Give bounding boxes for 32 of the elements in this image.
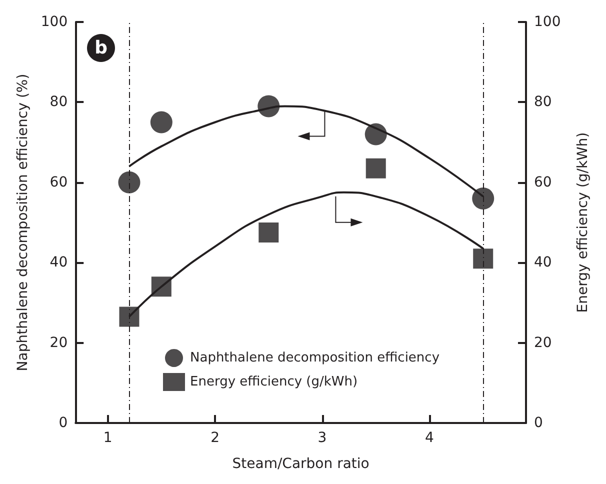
- x-tick-label: 3: [318, 430, 327, 446]
- x-tick-label: 4: [425, 430, 434, 446]
- point: [473, 248, 494, 269]
- y2-tick-label: 100: [534, 14, 561, 30]
- y2-tick-label: 40: [534, 254, 552, 271]
- point: [472, 187, 494, 210]
- point: [364, 123, 387, 146]
- y2-axis-title: Energy efficiency (g/kWh): [575, 132, 591, 313]
- legend-label: Energy efficiency (g/kWh): [190, 374, 358, 390]
- y-tick-label: 80: [50, 94, 68, 110]
- y-tick-label: 0: [58, 415, 68, 431]
- point: [150, 111, 172, 134]
- point: [366, 158, 386, 178]
- y-tick-label: 60: [50, 174, 68, 190]
- point: [258, 222, 279, 243]
- annotation: b: [94, 38, 108, 58]
- x-tick-label: 2: [210, 430, 220, 446]
- y2-tick-label: 60: [534, 174, 552, 190]
- y-tick-label: 20: [50, 334, 68, 351]
- point: [118, 171, 140, 194]
- x-axis-title: Steam/Carbon ratio: [232, 456, 370, 472]
- x-tick-label: 1: [103, 430, 112, 446]
- point: [258, 95, 280, 118]
- y-axis-title: Naphthalene decomposition efficiency (%): [15, 74, 31, 372]
- y-tick-label: 100: [40, 14, 68, 30]
- y2-tick-label: 80: [534, 94, 552, 110]
- legend-label: Naphthalene decomposition efficiency: [190, 350, 440, 366]
- y2-tick-label: 0: [534, 415, 543, 431]
- point: [119, 306, 140, 327]
- y-tick-label: 40: [50, 254, 68, 271]
- y2-tick-label: 20: [534, 334, 552, 351]
- point: [151, 276, 172, 297]
